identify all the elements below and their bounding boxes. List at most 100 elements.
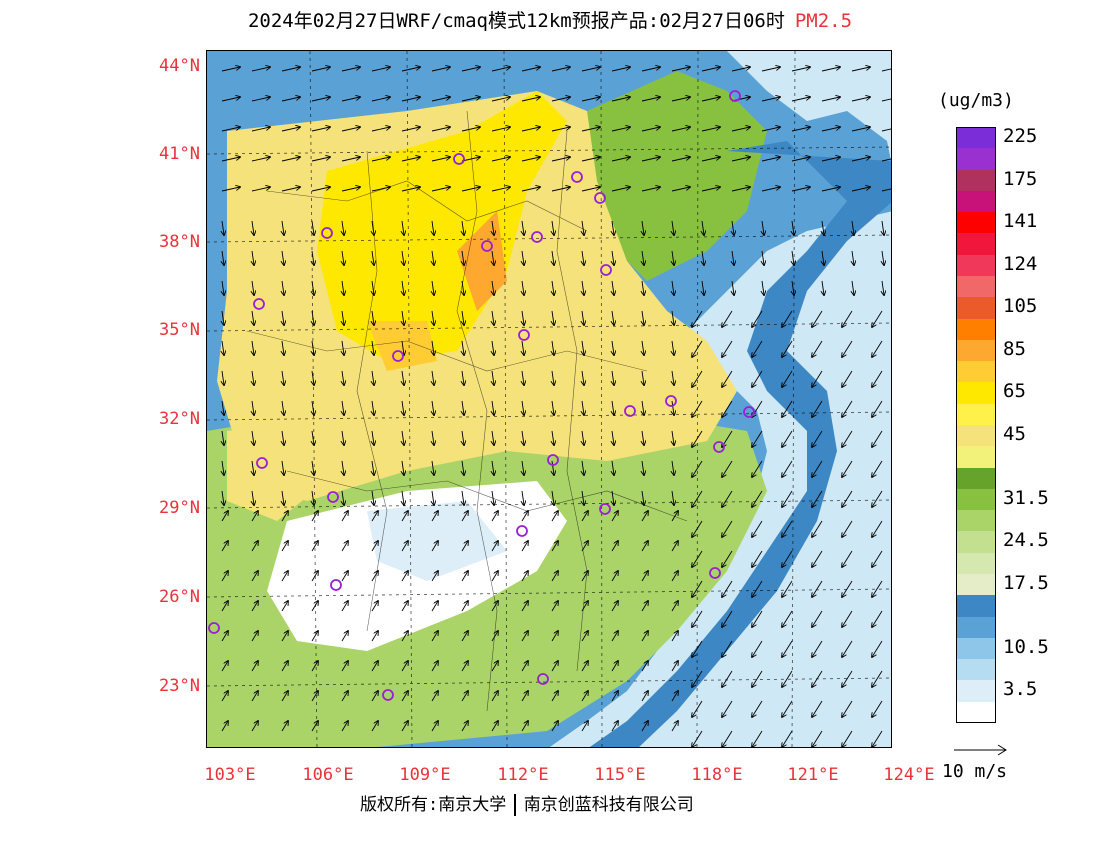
wind-arrow-icon [312, 220, 314, 235]
wind-arrow-icon [782, 370, 793, 387]
wind-arrow-icon [312, 400, 314, 415]
wind-arrow-icon [521, 67, 540, 72]
wind-arrow-icon [761, 187, 780, 192]
wind-arrow-icon [372, 460, 374, 475]
wind-arrow-icon [581, 67, 600, 72]
wind-arrow-icon [431, 691, 438, 702]
wind-arrow-icon [582, 280, 584, 295]
wind-arrow-icon [491, 127, 510, 132]
wind-arrow-icon [521, 127, 540, 132]
wind-arrow-icon [812, 730, 823, 747]
wind-arrow-icon [521, 661, 528, 672]
wind-arrow-icon [611, 691, 618, 702]
wind-arrow-icon [492, 310, 494, 325]
wind-arrow-icon [581, 631, 588, 642]
wind-arrow-icon [432, 280, 434, 295]
wind-arrow-icon [732, 280, 734, 295]
wind-arrow-icon [281, 157, 300, 162]
wind-arrow-icon [281, 571, 288, 582]
wind-arrow-icon [791, 187, 810, 192]
legend-swatch [956, 254, 996, 277]
wind-arrow-icon [671, 631, 678, 642]
legend-label: 105 [1003, 295, 1038, 318]
wind-arrow-icon [281, 187, 300, 192]
wind-arrow-icon [672, 220, 674, 235]
wind-arrow-icon [692, 310, 703, 327]
wind-arrow-icon [642, 280, 644, 295]
wind-arrow-icon [402, 340, 404, 355]
circle-marker-icon [537, 673, 549, 685]
wind-arrow-icon [252, 310, 254, 325]
wind-arrow-icon [461, 571, 468, 582]
wind-arrow-icon [752, 430, 763, 447]
wind-arrow-icon [551, 97, 570, 102]
wind-arrow-icon [731, 67, 750, 72]
circle-marker-icon [208, 622, 220, 634]
wind-arrow-icon [431, 661, 438, 672]
wind-arrow-icon [341, 721, 348, 732]
wind-arrow-icon [612, 460, 614, 475]
legend-swatch [956, 403, 996, 426]
wind-arrow-icon [402, 460, 404, 475]
wind-arrow-icon [851, 157, 870, 162]
wind-arrow-icon [671, 721, 678, 732]
circle-marker-icon [531, 231, 543, 243]
wind-arrow-icon [371, 187, 390, 192]
legend-swatch [956, 318, 996, 341]
wind-arrow-icon [791, 157, 810, 162]
wind-arrow-icon [341, 97, 360, 102]
wind-arrow-icon [641, 571, 648, 582]
wind-arrow-icon [722, 610, 733, 627]
wind-arrow-icon [221, 511, 228, 522]
wind-arrow-icon [851, 127, 870, 132]
legend-swatch [956, 531, 996, 554]
wind-arrow-icon [641, 721, 648, 732]
wind-arrow-icon [311, 691, 318, 702]
wind-arrow-icon [551, 631, 558, 642]
wind-arrow-icon [492, 340, 494, 355]
wind-arrow-icon [432, 460, 434, 475]
wind-arrow-icon [752, 490, 763, 507]
wind-arrow-icon [612, 430, 614, 445]
wind-arrow-icon [762, 220, 764, 235]
circle-marker-icon [330, 579, 342, 591]
wind-arrow-icon [821, 97, 840, 102]
wind-arrow-icon [812, 400, 823, 417]
wind-arrow-icon [522, 310, 524, 325]
wind-arrow-icon [401, 571, 408, 582]
circle-marker-icon [599, 503, 611, 515]
wind-arrow-icon [701, 127, 720, 132]
legend-swatch [956, 127, 996, 149]
legend-label: 85 [1003, 337, 1026, 360]
map-title: 2024年02月27日WRF/cmaq模式12km预报产品:02月27日06时 P… [0, 6, 1100, 33]
wind-arrow-icon [521, 571, 528, 582]
wind-arrow-icon [642, 370, 644, 385]
wind-arrow-icon [221, 631, 228, 642]
circle-marker-icon [518, 329, 530, 341]
wind-arrow-icon [491, 631, 498, 642]
wind-arrow-icon [611, 511, 618, 522]
wind-arrow-icon [612, 220, 614, 235]
legend-label: 17.5 [1003, 572, 1049, 594]
wind-arrow-icon [402, 310, 404, 325]
wind-arrow-icon [812, 550, 823, 567]
wind-arrow-icon [491, 571, 498, 582]
wind-arrow-icon [461, 631, 468, 642]
legend-swatch [956, 510, 996, 532]
wind-arrow-icon [522, 340, 524, 355]
wind-arrow-icon [672, 460, 674, 475]
wind-arrow-icon [251, 631, 258, 642]
wind-arrow-icon [842, 400, 853, 417]
wind-arrow-icon [341, 511, 348, 522]
borders [246, 110, 688, 712]
wind-arrow-icon [872, 700, 883, 717]
wind-arrow-icon [821, 67, 840, 72]
wind-arrow-icon [312, 430, 314, 445]
lon-label-103: 103°E [204, 765, 256, 785]
wind-arrow-icon [701, 187, 720, 192]
wind-arrow-icon [732, 250, 734, 265]
wind-arrow-icon [671, 541, 678, 552]
wind-arrow-icon [671, 67, 690, 72]
wind-arrow-icon [842, 730, 853, 747]
forecast-map[interactable] [206, 50, 892, 748]
